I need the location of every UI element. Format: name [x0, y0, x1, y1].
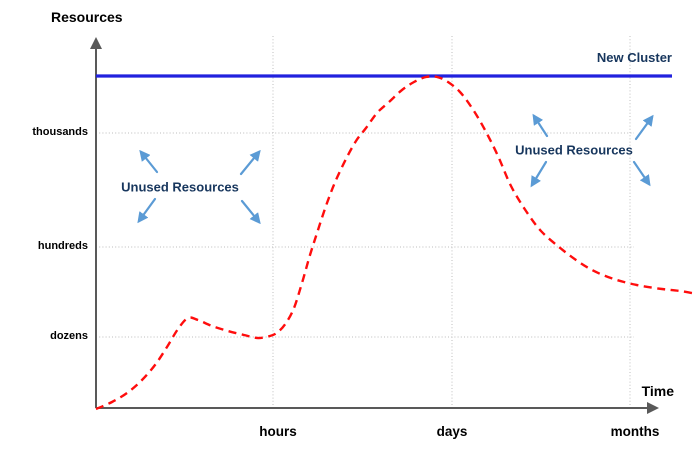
unused-resources-arrow-icon: [530, 160, 548, 188]
unused-resources-arrow-icon: [634, 114, 654, 141]
x-tick-days: days: [436, 424, 468, 439]
unused-resources-annotation-right: Unused Resources: [515, 142, 633, 158]
unused-resources-arrow-icon: [632, 160, 651, 187]
y-tick-hundreds: hundreds: [37, 240, 88, 252]
unused-resources-arrow-icon: [139, 149, 159, 174]
y-tick-dozens: dozens: [50, 330, 88, 342]
x-tick-months: months: [610, 424, 660, 439]
y-axis-title: Resources: [51, 9, 123, 25]
x-axis-title: Time: [641, 383, 674, 399]
demand-curve: [95, 75, 698, 411]
unused-resources-arrow-icon: [137, 197, 157, 224]
unused-resources-arrow-icon: [240, 199, 261, 225]
new-cluster-label: New Cluster: [596, 50, 672, 65]
unused-resources-arrow-icon: [239, 149, 261, 176]
y-tick-thousands: thousands: [32, 126, 88, 138]
x-tick-hours: hours: [259, 424, 297, 439]
unused-resources-arrow-icon: [532, 113, 549, 138]
unused-resources-annotation-left: Unused Resources: [121, 179, 239, 195]
